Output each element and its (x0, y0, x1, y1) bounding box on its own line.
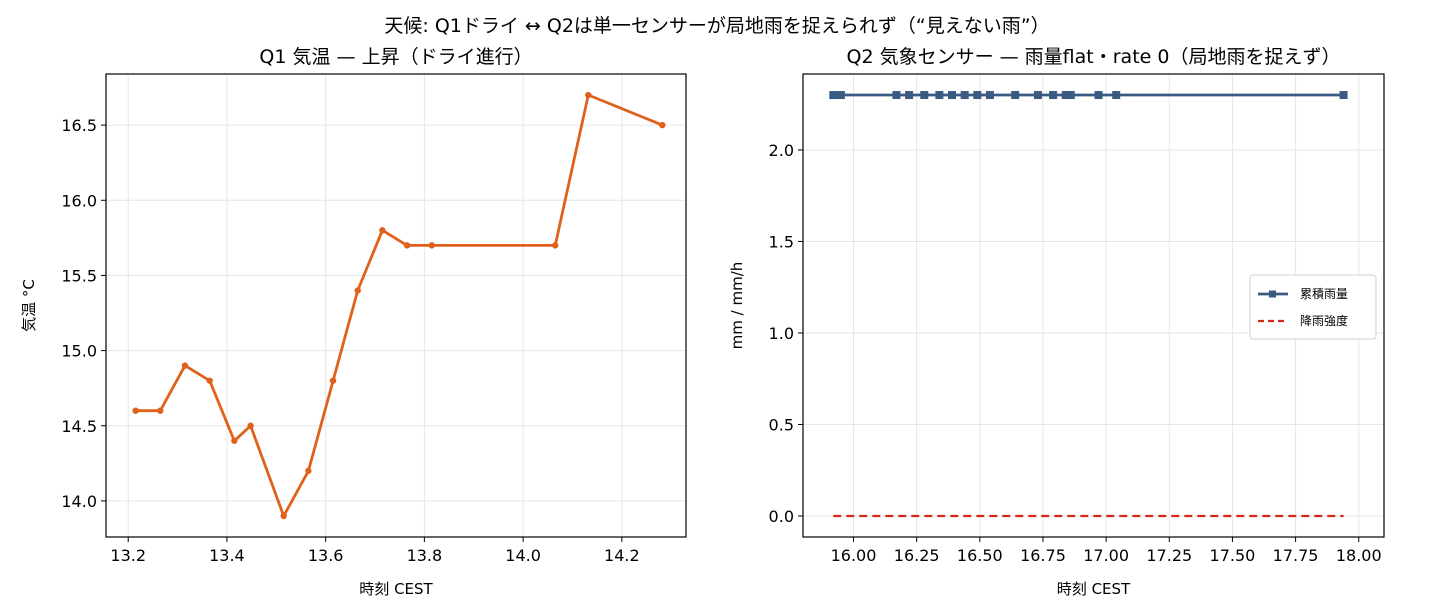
data-point (305, 467, 312, 475)
data-point (1112, 91, 1121, 100)
x-tick-label: 16.50 (957, 546, 1003, 565)
y-tick-label: 14.0 (61, 492, 97, 511)
x-tick-label: 17.75 (1273, 546, 1319, 565)
data-point (181, 362, 189, 369)
data-point (1061, 91, 1070, 100)
data-point (231, 437, 238, 444)
data-point (403, 242, 411, 249)
figure-suptitle: 天候: Q1ドライ ↔ Q2は単一センサーが局地雨を捉えられず（“見えない雨”） (384, 15, 1049, 37)
x-tick-label: 13.8 (407, 546, 443, 565)
x-tick-label: 13.2 (110, 546, 146, 565)
data-point (206, 377, 213, 384)
y-tick-label: 0.5 (769, 415, 794, 434)
data-point (280, 512, 287, 520)
y-axis-label: 気温 °C (20, 279, 38, 332)
chart-q2-weather-sensor: 16.00 16.25 16.50 16.75 17.00 17.25 17.50 17.75… (728, 46, 1385, 598)
data-point (1033, 91, 1042, 100)
x-tick-label: 17.25 (1146, 546, 1192, 565)
y-tick-label: 2.0 (769, 141, 794, 160)
x-tick-label: 16.75 (1020, 546, 1066, 565)
plot-frame (802, 73, 1385, 538)
legend-label: 累積雨量 (1300, 286, 1348, 301)
data-point (1066, 91, 1075, 100)
legend-label: 降雨強度 (1300, 313, 1348, 328)
data-point (960, 91, 969, 100)
x-axis-label: 時刻 CEST (1057, 580, 1131, 598)
legend-marker (1269, 290, 1276, 298)
x-tick-label: 14.0 (505, 546, 541, 565)
data-point (920, 91, 929, 100)
data-point (935, 91, 944, 100)
data-point (379, 227, 386, 234)
x-tick-label: 13.6 (308, 546, 344, 565)
data-point (836, 91, 845, 100)
data-point (1011, 91, 1020, 100)
y-tick-label: 0.0 (769, 507, 794, 526)
x-tick-label: 17.50 (1210, 546, 1256, 565)
data-point (973, 91, 982, 100)
y-tick-label: 1.0 (769, 324, 794, 343)
data-point (551, 242, 559, 249)
x-axis-label: 時刻 CEST (359, 580, 433, 598)
chart-title: Q2 気象センサー — 雨量flat・rate 0（局地雨を捉えず） (847, 46, 1341, 68)
legend-box (1249, 274, 1377, 340)
y-axis-label: mm / mm/h (728, 262, 746, 350)
y-tick-label: 16.5 (61, 116, 97, 135)
chart-title: Q1 気温 — 上昇（ドライ進行） (259, 46, 532, 68)
y-tick-label: 1.5 (769, 232, 794, 251)
data-point (428, 242, 435, 249)
data-point (157, 407, 164, 414)
data-point (1094, 91, 1103, 100)
data-point (985, 91, 994, 100)
series-line (135, 93, 663, 518)
y-tick-label: 15.0 (61, 342, 97, 361)
data-point (247, 422, 254, 429)
data-point (948, 91, 957, 100)
data-point (585, 91, 592, 99)
y-tick-label: 15.5 (61, 266, 97, 285)
x-tick-label: 18.00 (1336, 546, 1382, 565)
data-point (1049, 91, 1058, 100)
x-tick-label: 17.00 (1083, 546, 1129, 565)
y-tick-label: 14.5 (61, 417, 97, 436)
data-point (659, 121, 666, 129)
y-tick-label: 16.0 (61, 191, 97, 210)
data-point (829, 91, 838, 100)
x-tick-label: 16.00 (831, 546, 877, 565)
x-tick-label: 13.4 (209, 546, 245, 565)
chart-q1-temperature: 13.2 13.4 13.6 13.8 14.0 14.2 14.0 14.5 15.0 15.5… (20, 46, 687, 598)
data-point (1339, 91, 1348, 100)
data-point (905, 91, 914, 100)
data-point (329, 377, 337, 384)
data-point (892, 91, 901, 100)
x-tick-label: 16.25 (894, 546, 940, 565)
data-point (132, 407, 139, 414)
x-tick-label: 14.2 (604, 546, 640, 565)
data-point (354, 287, 361, 294)
plot-frame (105, 73, 687, 538)
